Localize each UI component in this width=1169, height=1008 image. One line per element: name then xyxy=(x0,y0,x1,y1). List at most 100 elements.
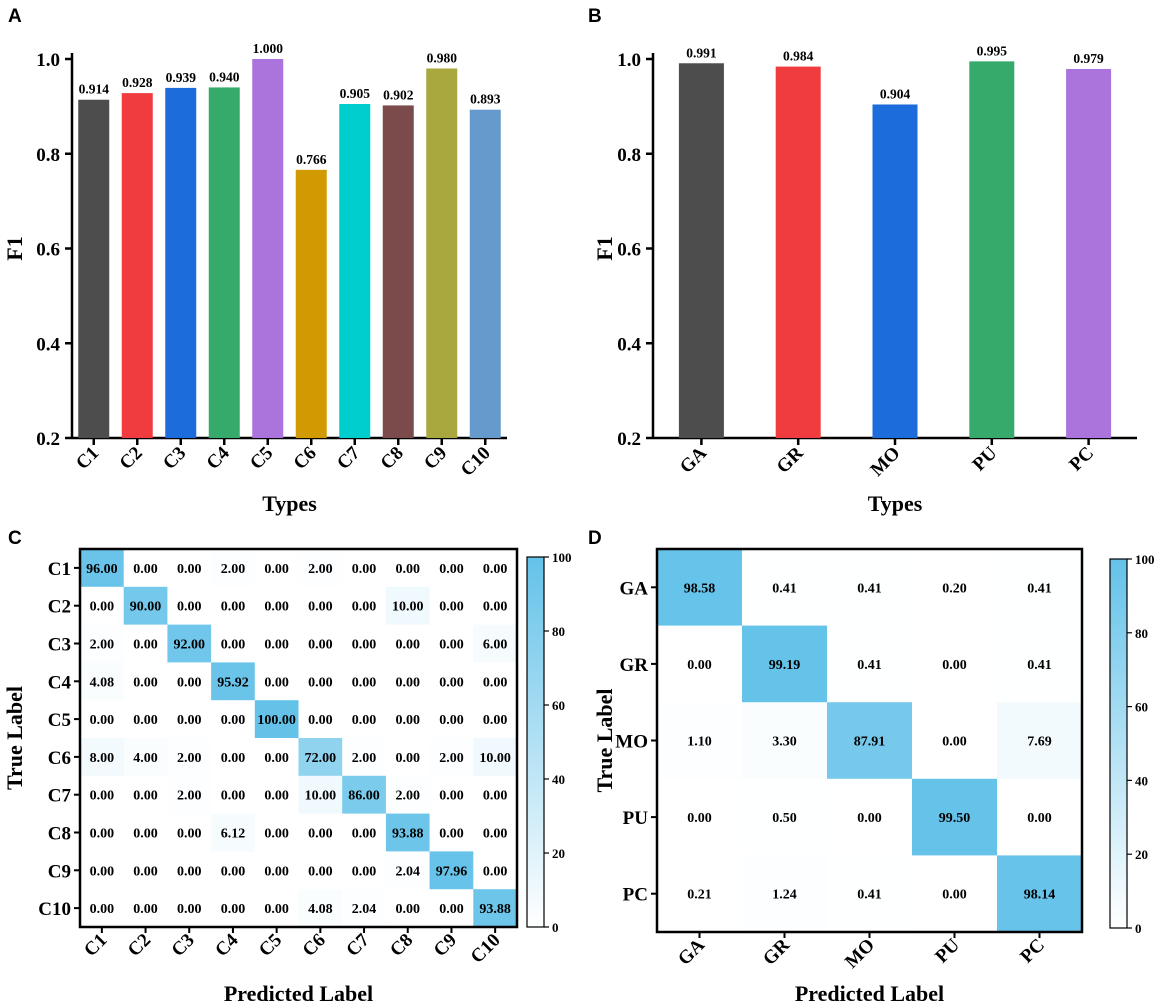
matrix-cell-value: 0.00 xyxy=(439,902,464,917)
x-tick-label: GA xyxy=(676,442,711,477)
confusion-matrix-c-types: 96.00 0.00 0.00 2.00 0.00 2.00 0.00 0.00 0.00 0.0… xyxy=(2,547,572,1006)
colorbar-tick-label: 60 xyxy=(552,698,565,713)
matrix-cell xyxy=(742,625,828,703)
matrix-cell-value: 0.00 xyxy=(396,638,421,653)
colorbar xyxy=(526,556,545,928)
matrix-cell-value: 0.00 xyxy=(352,864,377,879)
matrix-cell xyxy=(385,586,430,625)
x-tick-label: GR xyxy=(773,442,808,477)
y-tick-label: 1.0 xyxy=(36,50,60,71)
matrix-cell xyxy=(80,813,125,852)
matrix-cell-value: 97.96 xyxy=(436,864,468,879)
matrix-cell-value: 0.00 xyxy=(439,789,464,804)
matrix-cell-value: 0.00 xyxy=(177,864,202,879)
colorbar xyxy=(1109,558,1128,929)
matrix-cell-value: 0.00 xyxy=(308,827,333,842)
matrix-cell xyxy=(473,738,518,777)
matrix-cell xyxy=(473,586,518,625)
matrix-cell xyxy=(254,700,299,739)
bar xyxy=(678,63,724,439)
column-label: C4 xyxy=(211,929,243,961)
matrix-cell-value: 0.00 xyxy=(133,827,158,842)
matrix-cell-value: 0.00 xyxy=(396,713,421,728)
y-tick-label: 0.6 xyxy=(617,240,641,261)
matrix-cell-value: 0.00 xyxy=(90,713,115,728)
x-tick-label: C5 xyxy=(246,443,277,474)
bar xyxy=(208,87,240,439)
matrix-cell-value: 0.00 xyxy=(308,600,333,615)
row-label: GA xyxy=(620,578,649,599)
y-axis-title: True Label xyxy=(592,688,617,792)
bar-value-label: 0.928 xyxy=(122,75,153,90)
matrix-cell-value: 4.08 xyxy=(90,675,115,690)
row-label: C5 xyxy=(48,710,71,731)
matrix-cell-value: 0.00 xyxy=(396,675,421,690)
colorbar-tick-label: 80 xyxy=(552,624,565,639)
x-axis-title: Types xyxy=(868,491,923,516)
matrix-cell-value: 0.00 xyxy=(133,562,158,577)
bar-value-label: 0.893 xyxy=(470,92,501,107)
matrix-cell-value: 99.50 xyxy=(939,811,971,826)
colorbar-tick-label: 60 xyxy=(1135,700,1148,715)
matrix-cell-value: 6.00 xyxy=(483,638,508,653)
matrix-cell-value: 98.14 xyxy=(1024,888,1056,903)
matrix-cell xyxy=(123,624,168,663)
matrix-cell-value: 2.00 xyxy=(439,751,464,766)
matrix-cell-value: 0.00 xyxy=(483,864,508,879)
column-label: PC xyxy=(1016,935,1049,968)
bar xyxy=(295,169,327,439)
matrix-cell xyxy=(912,625,998,703)
matrix-cell xyxy=(254,738,299,777)
matrix-cell-value: 6.12 xyxy=(221,827,246,842)
matrix-cell xyxy=(473,889,518,928)
x-tick-label: MO xyxy=(867,443,905,481)
bar-value-label: 0.940 xyxy=(209,69,240,84)
y-tick-label: 0.2 xyxy=(617,429,641,450)
bar xyxy=(121,93,153,439)
matrix-cell xyxy=(997,549,1083,626)
matrix-cell xyxy=(473,700,518,739)
matrix-cell-value: 10.00 xyxy=(392,600,424,615)
row-label: C4 xyxy=(48,672,72,693)
y-axis-title: True Label xyxy=(2,686,27,790)
matrix-cell-value: 0.00 xyxy=(177,600,202,615)
matrix-cell-value: 0.00 xyxy=(221,902,246,917)
matrix-cell xyxy=(254,813,299,852)
column-label: C3 xyxy=(168,930,199,961)
x-axis-title: Types xyxy=(262,491,317,516)
bar-value-label: 1.000 xyxy=(253,41,284,56)
matrix-cell xyxy=(211,813,256,852)
matrix-cell-value: 0.00 xyxy=(90,789,115,804)
column-label: GA xyxy=(674,934,709,969)
matrix-cell xyxy=(473,662,518,701)
matrix-cell-value: 0.00 xyxy=(483,789,508,804)
matrix-cell xyxy=(298,851,343,890)
matrix-cell xyxy=(80,851,125,890)
matrix-cell-value: 0.00 xyxy=(942,888,967,903)
matrix-cell xyxy=(167,889,212,928)
matrix-cell-value: 93.88 xyxy=(479,902,511,917)
matrix-cell xyxy=(385,700,430,739)
matrix-cell-value: 10.00 xyxy=(479,751,511,766)
column-label: C1 xyxy=(80,930,111,961)
matrix-cell xyxy=(997,855,1083,933)
matrix-cell xyxy=(211,662,256,701)
matrix-cell xyxy=(80,586,125,625)
x-tick-label: C10 xyxy=(457,443,495,481)
matrix-cell xyxy=(211,700,256,739)
matrix-cell-value: 90.00 xyxy=(130,600,162,615)
bar-value-label: 0.904 xyxy=(880,86,911,101)
matrix-cell-value: 10.00 xyxy=(305,789,337,804)
matrix-cell xyxy=(429,624,474,663)
matrix-cell xyxy=(123,738,168,777)
matrix-cell xyxy=(80,662,125,701)
matrix-cell-value: 0.00 xyxy=(90,600,115,615)
matrix-cell xyxy=(342,662,387,701)
row-label: C2 xyxy=(48,597,71,618)
matrix-cell-value: 100.00 xyxy=(257,713,296,728)
x-tick-label: C2 xyxy=(116,443,147,474)
matrix-cell xyxy=(912,702,998,780)
matrix-cell-value: 0.00 xyxy=(942,658,967,673)
y-axis-title: F1 xyxy=(592,236,617,260)
